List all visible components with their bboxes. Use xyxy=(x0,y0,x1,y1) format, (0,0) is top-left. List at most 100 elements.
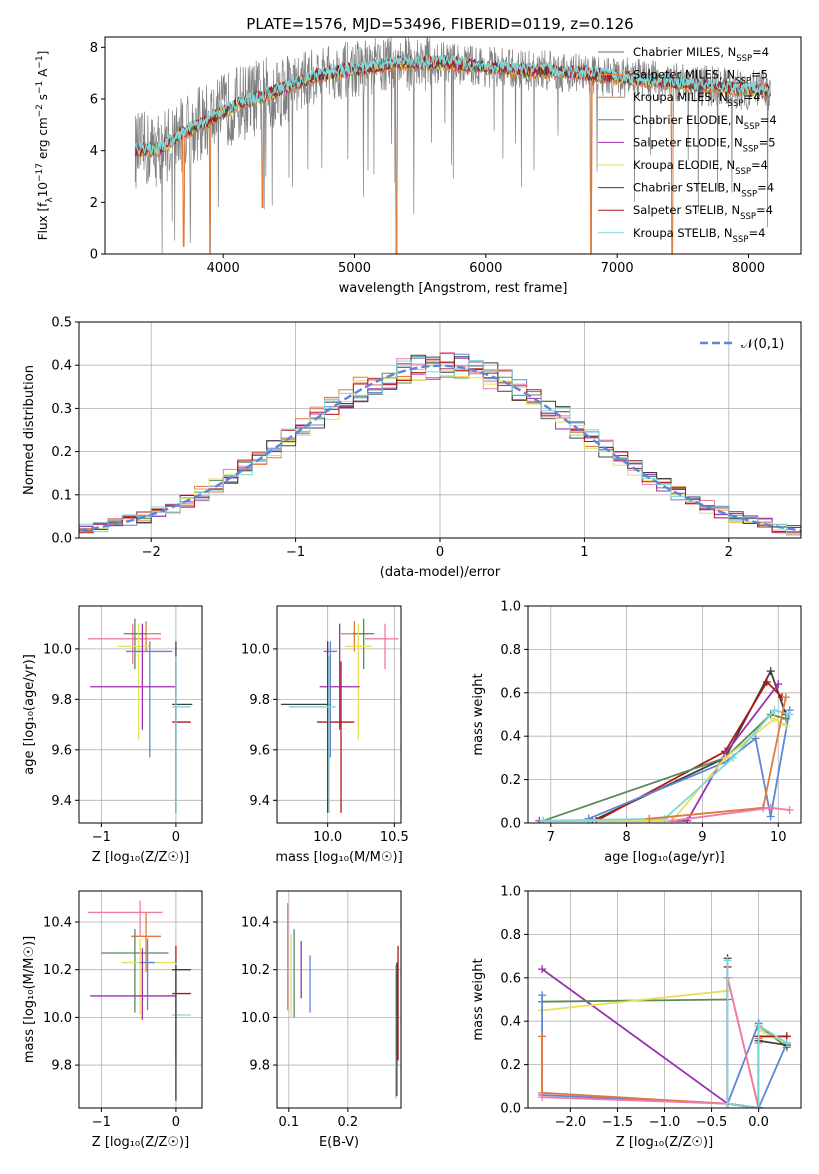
y-axis-label-part: A xyxy=(36,68,50,81)
x-tick-label: 0.2 xyxy=(338,1115,359,1130)
y-tick-label: 10.0 xyxy=(43,642,72,657)
model-spectrum-kroupa_stelib xyxy=(134,54,771,156)
legend-label-sub: SSP xyxy=(744,122,760,132)
y-tick-label: 0.6 xyxy=(500,971,521,986)
plus-marker xyxy=(721,753,730,762)
weight-series xyxy=(726,960,788,1108)
axes-frame xyxy=(527,605,802,824)
axes-frame xyxy=(276,890,402,1109)
plus-marker xyxy=(645,814,654,823)
plus-marker xyxy=(781,721,790,730)
legend-label-sub: SSP xyxy=(740,212,756,222)
z_vs_age-plot: −1 0 9.4 9.6 9.8 10.0 Z [log₁₀(Z/Z☉)] age [log₁… xyxy=(22,605,203,865)
residuals-data xyxy=(79,352,801,538)
x-tick-label: 5000 xyxy=(338,261,371,276)
error-bar-point xyxy=(289,656,336,813)
x-tick-label: 7000 xyxy=(601,261,634,276)
error-bar-point xyxy=(323,641,337,758)
x-tick-label: 1 xyxy=(580,545,588,560)
legend-label-value: =5 xyxy=(759,135,776,149)
axes-frame xyxy=(104,36,802,255)
y-tick-label: 6 xyxy=(90,93,98,108)
x-tick-label: 0 xyxy=(172,830,180,845)
y-tick-label: 0.8 xyxy=(500,928,521,943)
y-tick-label: 10.2 xyxy=(43,963,72,978)
legend-label-name: Chabrier STELIB, N xyxy=(633,181,741,195)
x-tick-label: 10.5 xyxy=(380,830,409,845)
plus-marker xyxy=(785,710,794,719)
error-bar-point xyxy=(365,623,399,670)
legend-label-value: =4 xyxy=(751,158,768,172)
x-tick-label: −0.5 xyxy=(696,1115,728,1130)
x-axis-label: mass [log₁₀(M/M☉)] xyxy=(275,850,402,865)
x-tick-label: 0.0 xyxy=(748,1115,769,1130)
x-tick-label: 8000 xyxy=(732,261,765,276)
error-bar-point xyxy=(90,623,176,730)
x-tick-label: −2.0 xyxy=(555,1115,587,1130)
normal-curve xyxy=(79,364,801,532)
y-axis-label-part: −2 xyxy=(35,104,45,117)
plus-marker xyxy=(538,965,547,974)
mass_vs_age-data xyxy=(281,618,399,813)
legend-label: Salpeter STELIB, NSSP=4 xyxy=(633,203,773,222)
x-tick-label: 0 xyxy=(436,545,444,560)
error-bar-point xyxy=(121,938,178,1015)
y-tick-label: 0.2 xyxy=(51,445,72,460)
weight-series xyxy=(543,709,790,822)
x-axis-label: E(B-V) xyxy=(319,1135,359,1150)
plus-marker xyxy=(660,814,669,823)
z_vs_mass-data xyxy=(87,900,191,1101)
legend-label-value: =4 xyxy=(756,203,773,217)
weight-series xyxy=(726,958,788,1108)
error-bar-point xyxy=(345,623,372,740)
y-tick-label: 4 xyxy=(90,144,98,159)
y-tick-label: 0 xyxy=(90,248,98,263)
y-tick-label: 9.8 xyxy=(51,693,72,708)
plus-marker xyxy=(762,677,771,686)
y-axis-label-part: −1 xyxy=(35,55,45,68)
y-tick-label: 0.8 xyxy=(500,643,521,658)
legend-label: 𝒩(0,1) xyxy=(741,337,784,352)
y-tick-label: 1.0 xyxy=(500,885,521,900)
error-bar-point xyxy=(172,641,193,813)
y-tick-label: 10.2 xyxy=(241,963,270,978)
x-axis-label: (data-model)/error xyxy=(380,565,501,580)
axes-frame xyxy=(78,890,203,1109)
legend-label-value: =4 xyxy=(757,181,774,195)
y-axis-label-part: Flux [f xyxy=(36,202,50,240)
legend-label-name: Salpeter MILES, N xyxy=(633,68,735,82)
ebv_vs_mass-plot: 0.1 0.2 9.8 10.0 10.2 10.4 E(B-V) xyxy=(241,890,402,1150)
error-bar-point xyxy=(317,661,355,813)
plus-marker xyxy=(766,812,775,821)
x-tick-label: 2 xyxy=(725,545,733,560)
error-bar-point xyxy=(125,641,173,758)
legend-label-sub: SSP xyxy=(736,54,752,64)
y-axis-label: mass [log₁₀(M/M☉)] xyxy=(22,936,37,1063)
plus-marker xyxy=(728,753,737,762)
error-bar-point xyxy=(172,962,191,1099)
x-tick-label: 0 xyxy=(172,1115,180,1130)
plus-marker xyxy=(770,714,779,723)
y-axis-label: mass weight xyxy=(471,673,486,755)
x-axis-label: Z [log₁₀(Z/Z☉)] xyxy=(92,1135,189,1150)
plus-marker xyxy=(782,1038,791,1047)
error-bar-point xyxy=(172,656,191,813)
legend-label-value: =4 xyxy=(760,113,777,127)
plus-marker xyxy=(766,803,775,812)
y-tick-label: 0.0 xyxy=(51,532,72,547)
legend-label: Salpeter MILES, NSSP=5 xyxy=(633,68,768,87)
y-axis-label: Normed distribution xyxy=(22,365,37,495)
error-bar-point xyxy=(172,661,191,813)
legend-label-name: Kroupa ELODIE, N xyxy=(633,158,735,172)
legend-label: Chabrier STELIB, NSSP=4 xyxy=(633,181,774,200)
x-tick-label: 10.0 xyxy=(313,830,342,845)
y-axis-label: mass weight xyxy=(471,958,486,1040)
legend-label-name: Salpeter ELODIE, N xyxy=(633,135,743,149)
weight-series xyxy=(542,977,760,1108)
x-tick-label: −1 xyxy=(286,545,305,560)
figure-title: PLATE=1576, MJD=53496, FIBERID=0119, z=0… xyxy=(246,15,633,33)
y-tick-label: 10.0 xyxy=(43,1011,72,1026)
y-tick-label: 0.4 xyxy=(51,359,72,374)
error-bar-point xyxy=(117,623,151,740)
y-tick-label: 0.1 xyxy=(51,488,72,503)
